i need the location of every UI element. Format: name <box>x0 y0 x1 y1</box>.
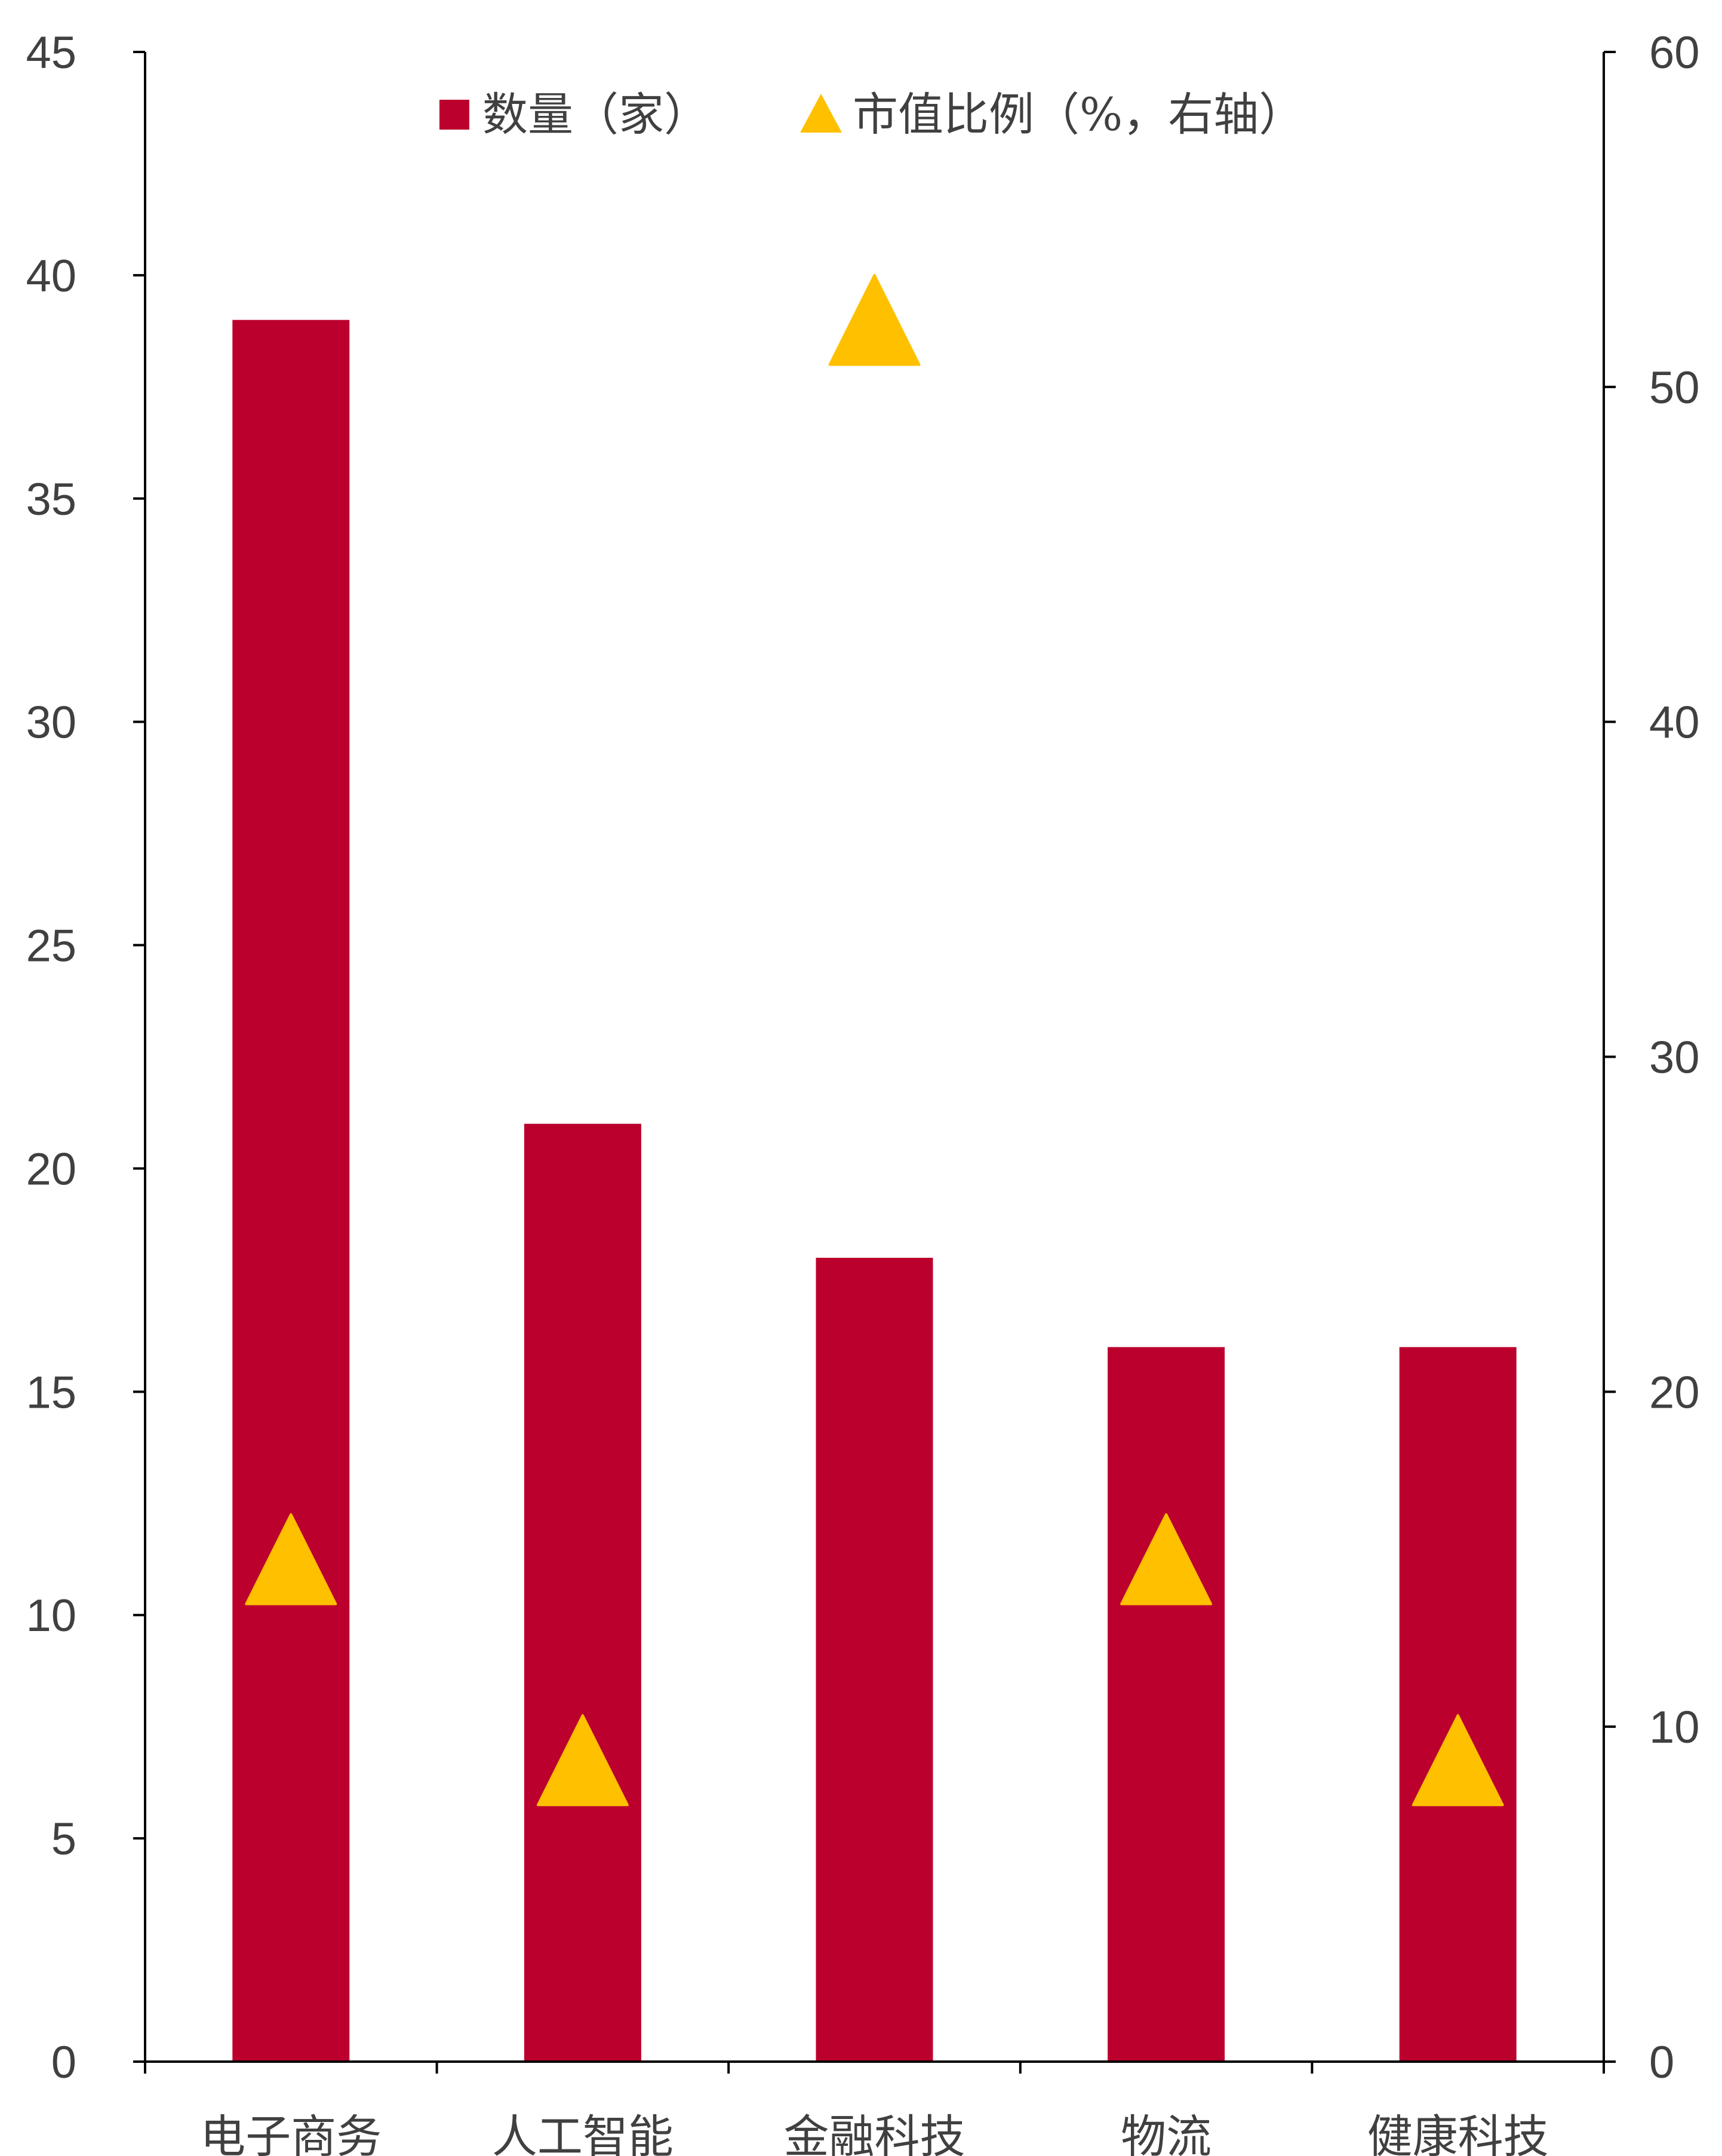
right-tick-label: 0 <box>1649 2037 1674 2088</box>
bar-5 <box>1399 1347 1517 2062</box>
left-tick-label: 15 <box>26 1367 76 1418</box>
left-y-ticks: 0 5 10 15 20 25 30 35 40 45 <box>26 27 145 2088</box>
triangle-marker-5 <box>1412 1714 1504 1807</box>
right-tick-label: 10 <box>1649 1702 1700 1753</box>
left-tick-label: 40 <box>26 251 76 302</box>
right-y-ticks: 0 10 20 30 40 50 60 <box>1604 27 1700 2088</box>
bar-2 <box>524 1123 641 2062</box>
category-label: 健康科技 <box>1367 2110 1549 2156</box>
left-tick-label: 10 <box>26 1590 76 1641</box>
bar-1 <box>232 320 350 2062</box>
legend-label-market-cap-ratio: 市值比例（%，右轴） <box>853 88 1304 141</box>
bar-3 <box>816 1258 933 2062</box>
legend-swatch-bar <box>439 100 469 130</box>
right-tick-label: 50 <box>1649 363 1700 413</box>
right-tick-label: 40 <box>1649 698 1700 748</box>
left-tick-label: 30 <box>26 698 76 748</box>
left-tick-label: 5 <box>51 1814 76 1865</box>
triangle-marker-3 <box>828 274 921 366</box>
category-label: 人工智能 <box>492 2110 674 2156</box>
category-label: 电子商务 <box>200 2110 382 2156</box>
category-label: 物流 <box>1121 2110 1211 2156</box>
triangle-marker-1 <box>245 1513 337 1605</box>
triangle-marker-2 <box>536 1714 629 1807</box>
bar-series <box>232 320 1517 2062</box>
right-tick-label: 20 <box>1649 1367 1700 1418</box>
left-tick-label: 25 <box>26 921 76 972</box>
left-tick-label: 45 <box>26 27 76 78</box>
category-label: 金融科技 <box>784 2110 965 2156</box>
legend: 数量（家） 市值比例（%，右轴） <box>439 88 1304 141</box>
bar-4 <box>1108 1347 1225 2062</box>
marker-series <box>245 274 1504 1807</box>
triangle-marker-4 <box>1120 1513 1213 1605</box>
x-axis-ticks: 电子商务 人工智能 金融科技 物流 健康科技 <box>144 2062 1605 2156</box>
left-tick-label: 0 <box>51 2037 76 2088</box>
right-tick-label: 30 <box>1649 1033 1700 1083</box>
right-tick-label: 60 <box>1649 27 1700 78</box>
left-tick-label: 20 <box>26 1144 76 1194</box>
legend-swatch-triangle <box>800 94 842 133</box>
left-tick-label: 35 <box>26 474 76 525</box>
legend-label-count: 数量（家） <box>482 88 709 141</box>
